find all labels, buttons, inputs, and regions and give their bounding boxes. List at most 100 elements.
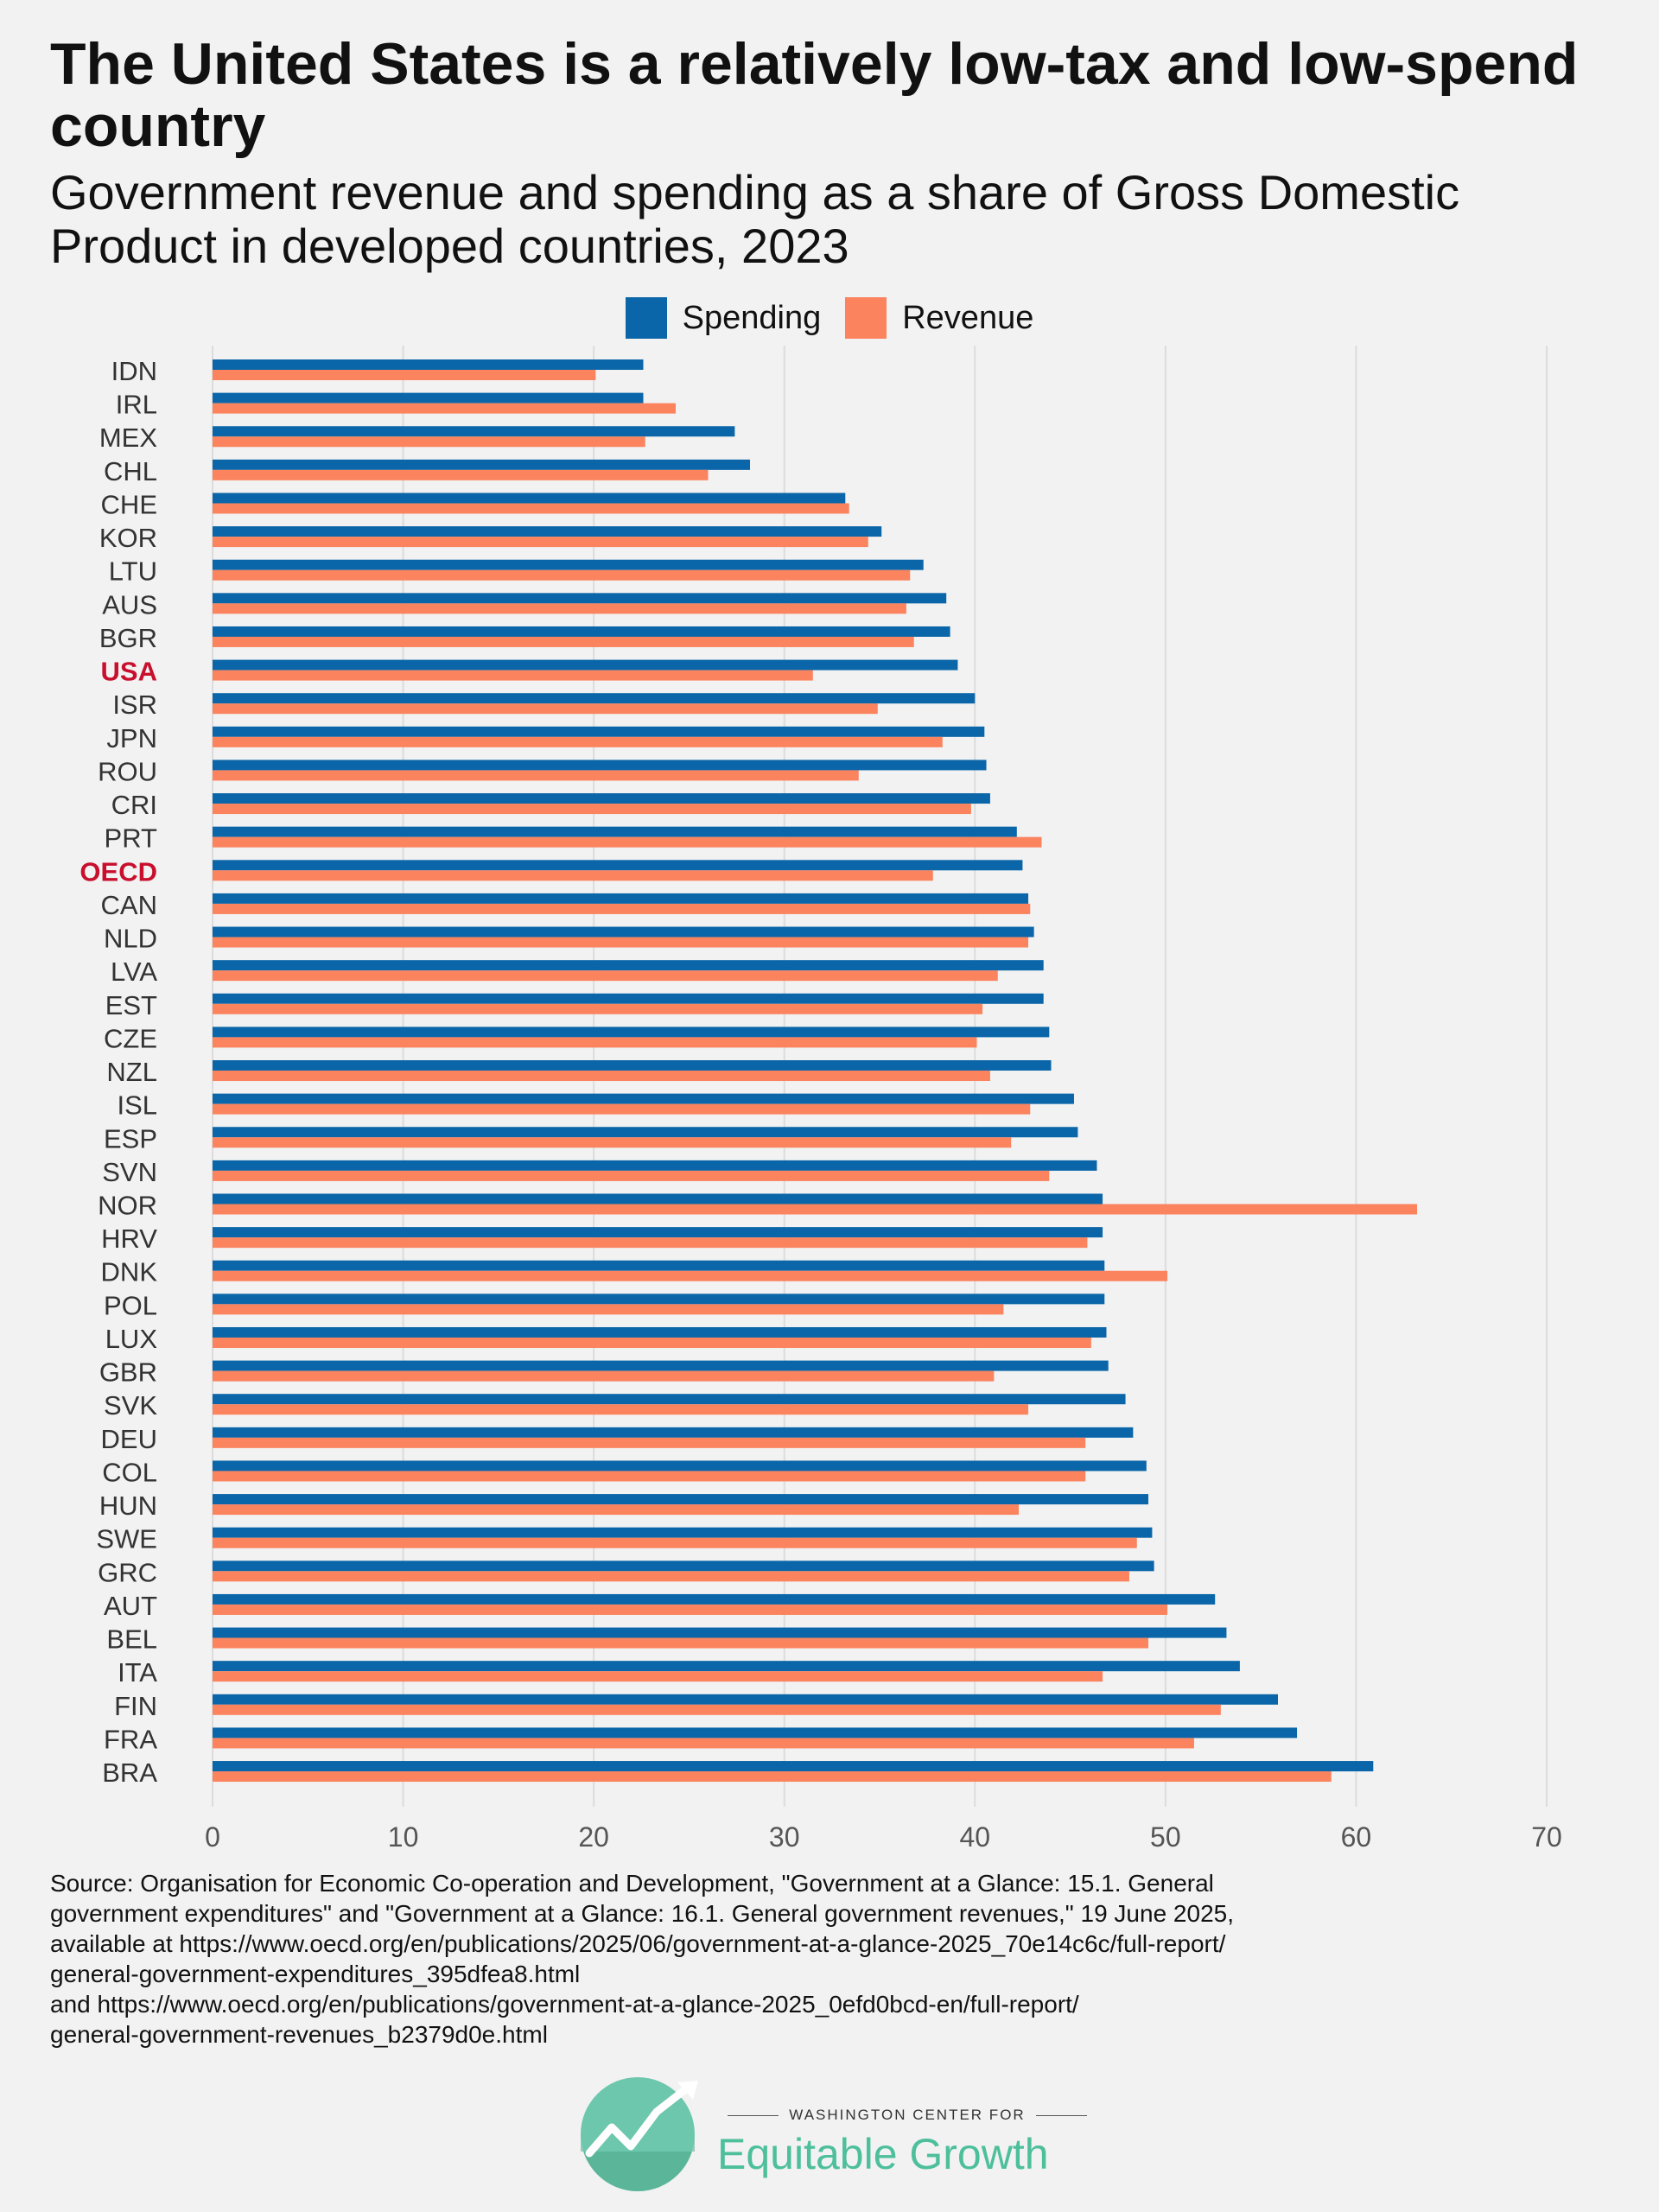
- revenue-bar-dnk: [213, 1270, 1168, 1281]
- spending-bar-svn: [213, 1160, 1097, 1171]
- source-line: general-government-revenues_b2379d0e.htm…: [50, 2021, 548, 2048]
- category-label: POL: [104, 1290, 157, 1320]
- equitable-growth-logo: [581, 2077, 698, 2191]
- legend-item-revenue: Revenue: [845, 297, 1033, 339]
- spending-bar-mex: [213, 426, 735, 437]
- logo-big-text: Equitable Growth: [717, 2130, 1049, 2178]
- revenue-bar-bel: [213, 1637, 1149, 1649]
- legend-label-revenue: Revenue: [902, 299, 1034, 336]
- category-label: HUN: [99, 1491, 157, 1521]
- spending-bar-deu: [213, 1427, 1134, 1438]
- revenue-bar-cri: [213, 804, 971, 815]
- revenue-bar-hrv: [213, 1237, 1088, 1249]
- revenue-bar-bra: [213, 1771, 1332, 1783]
- revenue-bar-oecd: [213, 870, 933, 881]
- category-label: SWE: [96, 1524, 157, 1554]
- spending-bar-ltu: [213, 559, 924, 570]
- logo-growth-line-icon: [585, 2083, 692, 2158]
- spending-bar-grc: [213, 1560, 1154, 1572]
- category-label: JPN: [106, 723, 157, 753]
- category-label: NLD: [104, 924, 157, 954]
- spending-bar-usa: [213, 659, 958, 671]
- x-tick-label: 40: [959, 1821, 990, 1849]
- spending-bar-aut: [213, 1593, 1216, 1605]
- category-label: IDN: [111, 356, 157, 386]
- spending-bar-bra: [213, 1761, 1374, 1772]
- revenue-bar-cze: [213, 1037, 977, 1048]
- category-label: COL: [102, 1457, 157, 1487]
- spending-bar-nor: [213, 1193, 1103, 1205]
- spending-bar-ita: [213, 1661, 1240, 1672]
- revenue-bar-nor: [213, 1204, 1418, 1215]
- category-label: ROU: [98, 756, 157, 786]
- revenue-bar-rou: [213, 770, 859, 781]
- revenue-bar-usa: [213, 670, 813, 681]
- category-label: BEL: [106, 1624, 157, 1655]
- spending-bar-swe: [213, 1527, 1153, 1538]
- revenue-bar-lux: [213, 1337, 1091, 1348]
- category-label: USA: [101, 657, 157, 687]
- category-label: OECD: [79, 856, 157, 887]
- category-label: CHL: [104, 456, 157, 486]
- spending-bar-dnk: [213, 1260, 1105, 1271]
- revenue-bar-svk: [213, 1404, 1029, 1415]
- category-label: FRA: [104, 1724, 157, 1754]
- spending-bar-hun: [213, 1494, 1149, 1505]
- legend-swatch-revenue: [845, 297, 887, 339]
- category-label: AUS: [102, 589, 157, 620]
- revenue-bar-isr: [213, 703, 878, 715]
- category-label: MEX: [99, 423, 158, 453]
- spending-bar-kor: [213, 526, 882, 537]
- category-label: HRV: [101, 1224, 157, 1254]
- category-label: FIN: [114, 1691, 157, 1721]
- revenue-bar-svn: [213, 1170, 1050, 1181]
- legend-label-spending: Spending: [682, 299, 822, 336]
- revenue-bar-nzl: [213, 1071, 990, 1082]
- category-label: SVK: [104, 1390, 157, 1421]
- spending-bar-prt: [213, 826, 1017, 837]
- source-line: available at https://www.oecd.org/en/pub…: [50, 1930, 1226, 1957]
- category-label: ESP: [104, 1123, 157, 1154]
- category-label: ISR: [112, 690, 157, 720]
- category-label: CHE: [101, 489, 157, 519]
- spending-bar-isl: [213, 1093, 1074, 1104]
- revenue-bar-mex: [213, 436, 645, 448]
- category-label: BRA: [102, 1758, 157, 1788]
- category-label: DEU: [101, 1424, 157, 1454]
- category-label: LTU: [109, 556, 157, 587]
- x-tick-label: 0: [205, 1821, 220, 1849]
- revenue-bar-gbr: [213, 1370, 995, 1382]
- spending-bar-nzl: [213, 1060, 1052, 1071]
- spending-bar-fin: [213, 1694, 1278, 1705]
- spending-bar-bel: [213, 1627, 1227, 1638]
- spending-bar-nld: [213, 926, 1034, 938]
- category-label: CZE: [104, 1023, 157, 1053]
- category-label: NOR: [98, 1191, 157, 1221]
- source-line: general-government-expenditures_395dfea8…: [50, 1961, 581, 1987]
- spending-bar-idn: [213, 359, 644, 370]
- revenue-bar-grc: [213, 1571, 1129, 1582]
- x-tick-label: 30: [769, 1821, 800, 1849]
- category-label: LUX: [105, 1324, 158, 1354]
- category-label: AUT: [104, 1591, 157, 1621]
- spending-bar-aus: [213, 593, 947, 604]
- revenue-bar-prt: [213, 836, 1042, 848]
- source-line: and https://www.oecd.org/en/publications…: [50, 1991, 1079, 2018]
- legend-swatch-spending: [625, 297, 667, 339]
- category-label: GBR: [99, 1357, 157, 1388]
- spending-bar-col: [213, 1460, 1147, 1471]
- chart-title: The United States is a relatively low-ta…: [50, 31, 1579, 159]
- spending-bar-can: [213, 893, 1029, 904]
- spending-bar-cri: [213, 793, 990, 804]
- revenue-bar-idn: [213, 370, 596, 380]
- spending-bar-bgr: [213, 626, 950, 637]
- revenue-bar-fin: [213, 1704, 1221, 1715]
- spending-bar-cze: [213, 1027, 1050, 1038]
- spending-bar-chl: [213, 459, 751, 470]
- revenue-bar-deu: [213, 1437, 1086, 1448]
- legend: Spending Revenue: [0, 294, 1659, 342]
- spending-bar-lva: [213, 960, 1044, 971]
- category-label: CAN: [101, 890, 157, 920]
- spending-bar-pol: [213, 1294, 1105, 1305]
- revenue-bar-ita: [213, 1671, 1103, 1682]
